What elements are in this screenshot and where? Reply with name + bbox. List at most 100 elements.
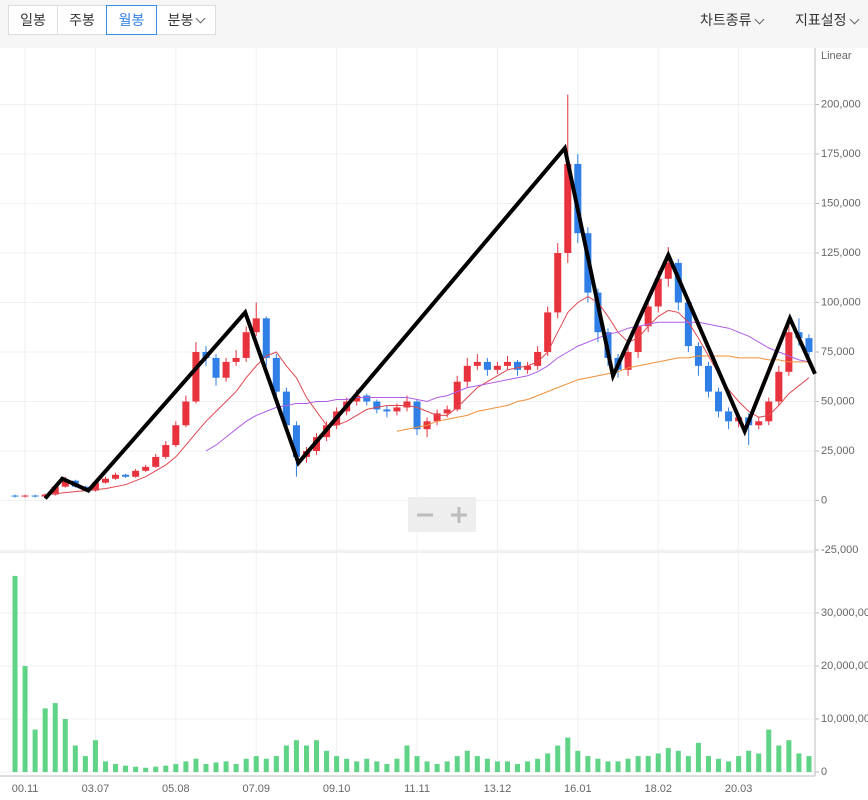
- candle-body: [453, 381, 461, 410]
- candle-body: [21, 495, 29, 497]
- candle-body: [122, 474, 130, 477]
- volume-bar: [32, 729, 38, 772]
- candle-body: [413, 401, 421, 430]
- y-tick-label: 0: [821, 494, 827, 506]
- candle-body: [463, 365, 471, 382]
- volume-bar: [42, 708, 48, 772]
- candle-body: [373, 401, 381, 410]
- candle-body: [242, 332, 250, 358]
- volume-bar: [525, 761, 531, 772]
- candle-body: [222, 361, 230, 378]
- zigzag-line: [43, 143, 817, 500]
- x-tick-label: 05.08: [162, 783, 190, 795]
- candle-body: [785, 332, 793, 372]
- volume-bar: [736, 756, 742, 772]
- volume-bar: [334, 756, 340, 772]
- candle-body: [353, 395, 361, 402]
- volume-bar: [173, 764, 179, 772]
- candle-body: [61, 480, 69, 487]
- x-tick-label: 13.12: [484, 783, 512, 795]
- period-button[interactable]: 월봉: [106, 5, 157, 35]
- volume-bar: [756, 753, 762, 772]
- candle-body: [443, 409, 451, 414]
- y-tick-label: 150,000: [821, 197, 861, 209]
- x-tick-label: 20.03: [725, 783, 753, 795]
- volume-bar: [746, 750, 752, 772]
- volume-bar: [726, 761, 732, 772]
- candle-body: [192, 352, 200, 402]
- scale-label: Linear: [821, 50, 852, 62]
- candle-body: [31, 495, 39, 497]
- volume-bar: [786, 740, 792, 772]
- volume-bar: [354, 761, 360, 772]
- candle-body: [514, 361, 522, 370]
- y-tick-label: 175,000: [821, 148, 861, 160]
- candle-body: [292, 425, 300, 457]
- candle-body: [664, 262, 672, 279]
- candle-body: [172, 425, 180, 446]
- volume-bar: [153, 766, 159, 772]
- x-tick-label: 16.01: [564, 783, 592, 795]
- volume-bar: [82, 756, 88, 772]
- volume-bar: [52, 703, 58, 772]
- volume-bar: [273, 756, 279, 772]
- x-tick-label: 18.02: [644, 783, 672, 795]
- volume-bar: [283, 745, 289, 772]
- volume-bar: [62, 719, 68, 772]
- period-button[interactable]: 일봉: [8, 5, 58, 35]
- volume-bar: [424, 761, 430, 772]
- period-label: 분봉: [167, 12, 194, 28]
- candle-body: [574, 163, 582, 234]
- candle-body: [564, 163, 572, 253]
- candle-body: [112, 474, 120, 479]
- volume-bar: [545, 753, 551, 772]
- volume-bar: [193, 758, 199, 772]
- y-tick-label: 10,000,000: [821, 713, 868, 725]
- y-tick-label: 50,000: [821, 395, 855, 407]
- volume-bar: [434, 764, 440, 772]
- volume-bar: [374, 761, 380, 772]
- volume-bar: [535, 758, 541, 772]
- volume-bar: [796, 753, 802, 772]
- candle-body: [775, 371, 783, 402]
- candle-body: [363, 395, 371, 402]
- volume-bar: [243, 758, 249, 772]
- volume-bar: [675, 750, 681, 772]
- indicator-menu[interactable]: 지표설정: [795, 10, 859, 30]
- candle-body: [282, 391, 290, 426]
- candle-body: [262, 318, 270, 358]
- candle-body: [725, 411, 733, 422]
- chart-type-menu[interactable]: 차트종류: [700, 10, 764, 30]
- volume-bar: [716, 758, 722, 772]
- candle-body: [11, 495, 19, 497]
- volume-bar: [12, 575, 18, 772]
- candle-body: [805, 338, 813, 352]
- volume-bar: [615, 761, 621, 772]
- period-button[interactable]: 주봉: [57, 5, 107, 35]
- toolbar: 일봉 주봉 월봉 분봉 차트종류 지표설정: [0, 0, 868, 44]
- candle-body: [704, 365, 712, 392]
- volume-bar: [635, 756, 641, 772]
- candle-body: [503, 361, 511, 366]
- volume-bar: [394, 758, 400, 772]
- volume-bar: [655, 753, 661, 772]
- period-dropdown[interactable]: 분봉: [156, 5, 216, 35]
- volume-bar: [474, 756, 480, 772]
- x-tick-label: 03.07: [82, 783, 110, 795]
- volume-bar: [605, 761, 611, 772]
- y-tick-label: 75,000: [821, 346, 855, 358]
- candle-body: [162, 445, 170, 457]
- volume-bar: [163, 765, 169, 772]
- volume-bar: [504, 761, 510, 772]
- menu-label: 지표설정: [795, 12, 847, 28]
- candle-body: [765, 401, 773, 422]
- volume-bar: [575, 750, 581, 772]
- candle-body: [755, 421, 763, 426]
- volume-bar: [414, 756, 420, 772]
- volume-bar: [233, 764, 239, 772]
- volume-bar: [384, 764, 390, 772]
- volume-bar: [555, 745, 561, 772]
- candle-body: [433, 413, 441, 422]
- volume-bar: [705, 756, 711, 772]
